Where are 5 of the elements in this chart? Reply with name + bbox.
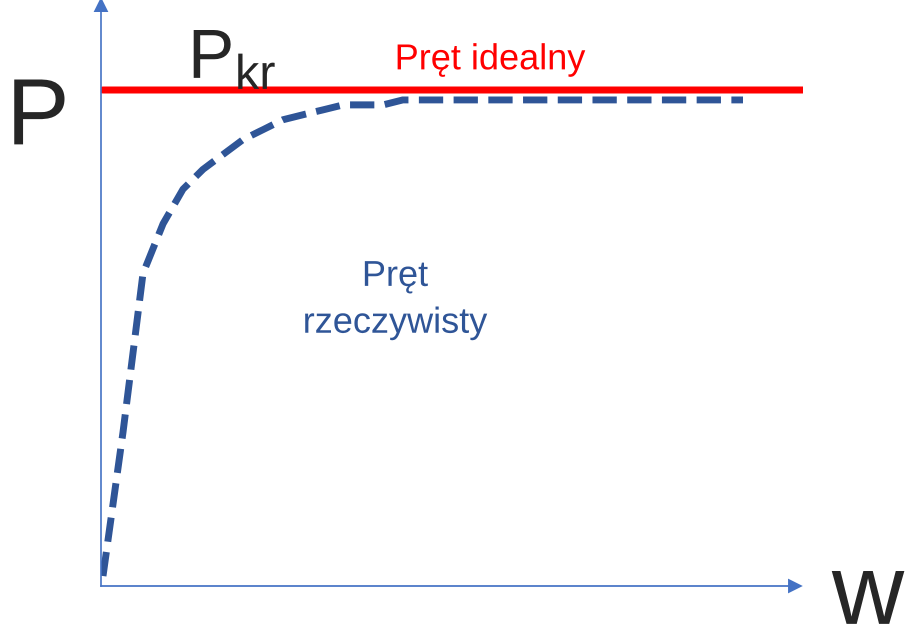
series-label: Pręt idealny (398, 43, 586, 77)
text: Pręt rzeczywisty (305, 261, 488, 340)
text: P$_{kr}$ (194, 30, 275, 89)
y-axis-title: P (14, 79, 65, 144)
x-axis-title: w (832, 571, 904, 624)
